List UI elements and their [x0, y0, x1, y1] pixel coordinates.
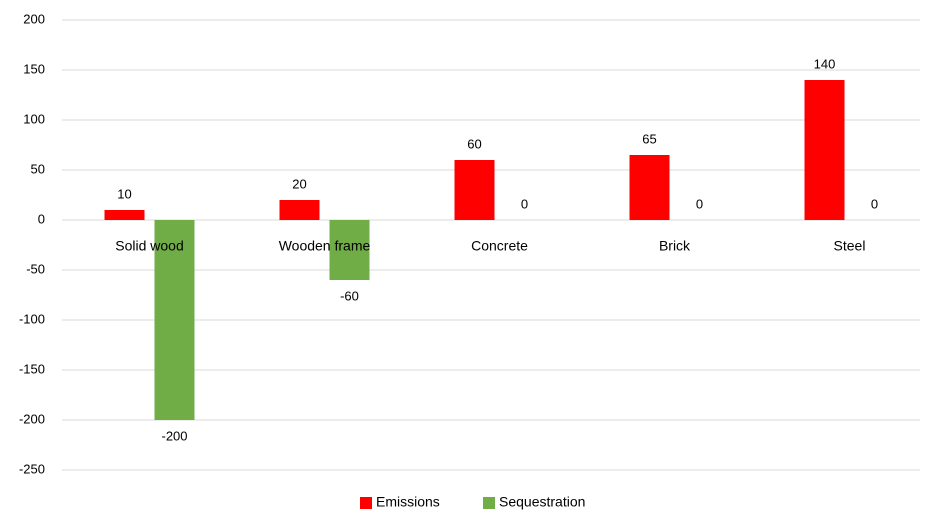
bar — [329, 220, 370, 280]
data-label: 0 — [696, 196, 703, 211]
legend-swatch — [483, 497, 495, 509]
y-tick-label: 50 — [31, 161, 45, 176]
x-tick-label: Concrete — [471, 238, 528, 254]
bar — [104, 210, 145, 220]
x-tick-label: Solid wood — [115, 238, 184, 254]
y-tick-label: -100 — [19, 311, 45, 326]
data-label: 65 — [642, 131, 656, 146]
legend-label: Emissions — [376, 494, 440, 510]
x-tick-label: Brick — [659, 238, 691, 254]
data-label: 0 — [521, 196, 528, 211]
bar — [154, 220, 195, 420]
y-tick-label: -200 — [19, 411, 45, 426]
x-tick-label: Wooden frame — [279, 238, 371, 254]
data-label: 140 — [814, 56, 836, 71]
data-label: -200 — [161, 428, 187, 443]
y-tick-label: -50 — [26, 261, 45, 276]
bar — [454, 160, 495, 220]
bar — [804, 80, 845, 220]
data-label: 60 — [467, 136, 481, 151]
y-tick-label: 200 — [23, 11, 45, 26]
data-label: -60 — [340, 288, 359, 303]
data-label: 20 — [292, 176, 306, 191]
bar — [279, 200, 320, 220]
legend-swatch — [360, 497, 372, 509]
data-label: 10 — [117, 186, 131, 201]
y-tick-label: 0 — [38, 211, 45, 226]
x-tick-label: Steel — [834, 238, 866, 254]
bar — [629, 155, 670, 220]
y-tick-label: 100 — [23, 111, 45, 126]
y-tick-label: -250 — [19, 461, 45, 476]
legend-label: Sequestration — [499, 494, 585, 510]
y-tick-label: -150 — [19, 361, 45, 376]
y-tick-label: 150 — [23, 61, 45, 76]
data-label: 0 — [871, 196, 878, 211]
